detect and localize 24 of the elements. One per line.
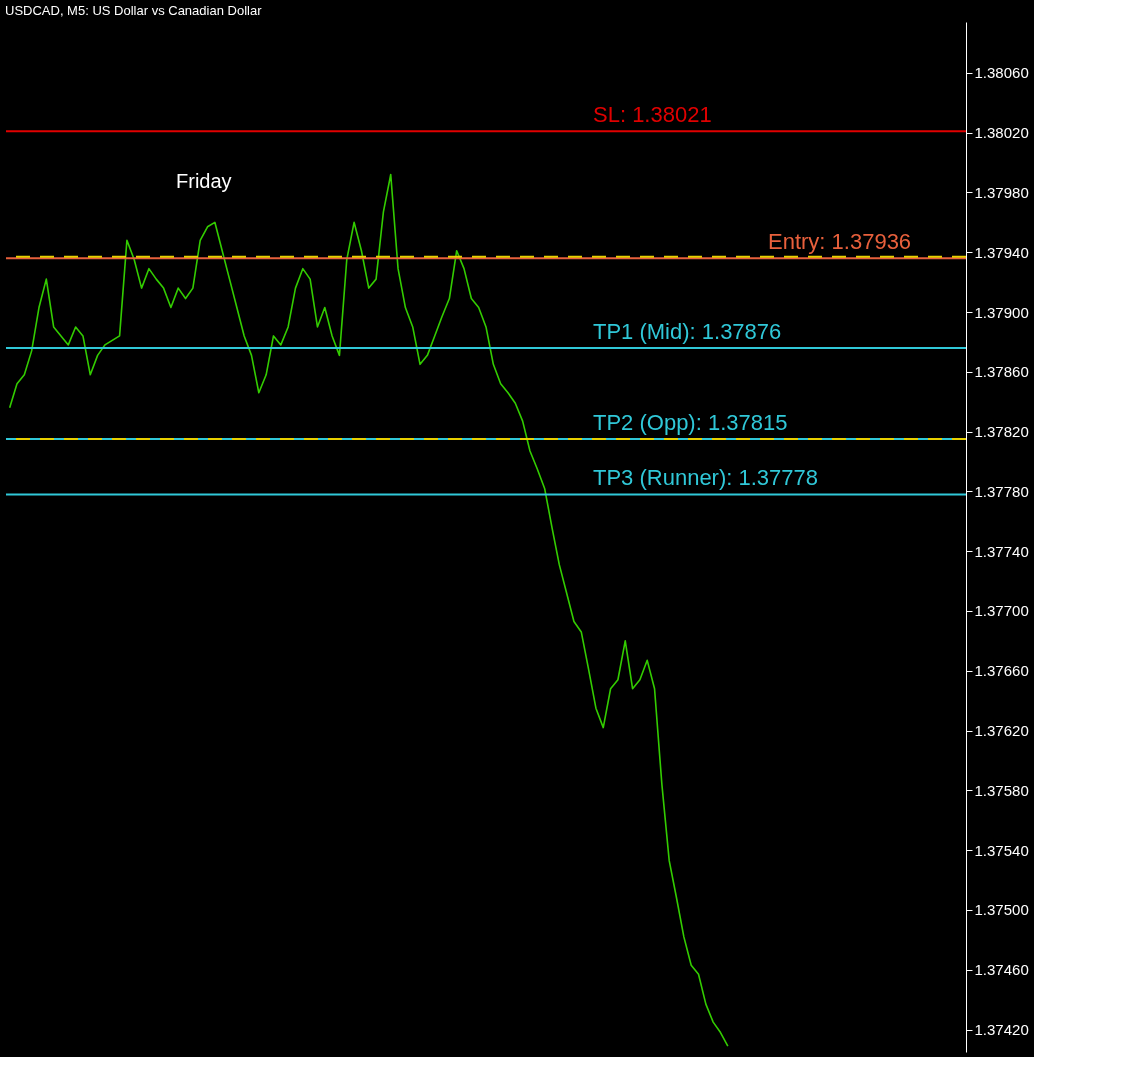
annotation: Friday [176,170,232,192]
ref-line-label: TP1 (Mid): 1.37876 [593,318,782,344]
y-tick-label: 1.37980 [974,183,1029,201]
chart-title: USDCAD, M5: US Dollar vs Canadian Dollar [5,3,263,18]
y-tick-label: 1.37940 [974,243,1029,261]
ref-line-label: TP2 (Opp): 1.37815 [593,410,788,436]
y-tick-label: 1.37900 [974,303,1029,321]
y-tick-label: 1.37660 [974,662,1029,680]
y-tick-label: 1.37820 [974,423,1029,441]
y-tick-label: 1.37540 [974,841,1029,859]
y-tick-label: 1.37740 [974,542,1029,560]
y-tick-label: 1.38060 [974,64,1029,82]
y-tick-label: 1.38020 [974,124,1029,142]
ref-line-label: SL: 1.38021 [593,102,712,128]
y-tick-label: 1.37780 [974,482,1029,500]
y-tick-label: 1.37500 [974,901,1029,919]
y-tick-label: 1.37620 [974,722,1029,740]
y-tick-label: 1.37860 [974,363,1029,381]
y-tick-label: 1.37420 [974,1021,1029,1039]
ref-line-label: TP3 (Runner): 1.37778 [593,465,819,491]
y-tick-label: 1.37700 [974,602,1029,620]
y-tick-label: 1.37580 [974,781,1029,799]
y-tick-label: 1.37460 [974,961,1029,979]
ref-line-label: Entry: 1.37936 [768,229,912,255]
